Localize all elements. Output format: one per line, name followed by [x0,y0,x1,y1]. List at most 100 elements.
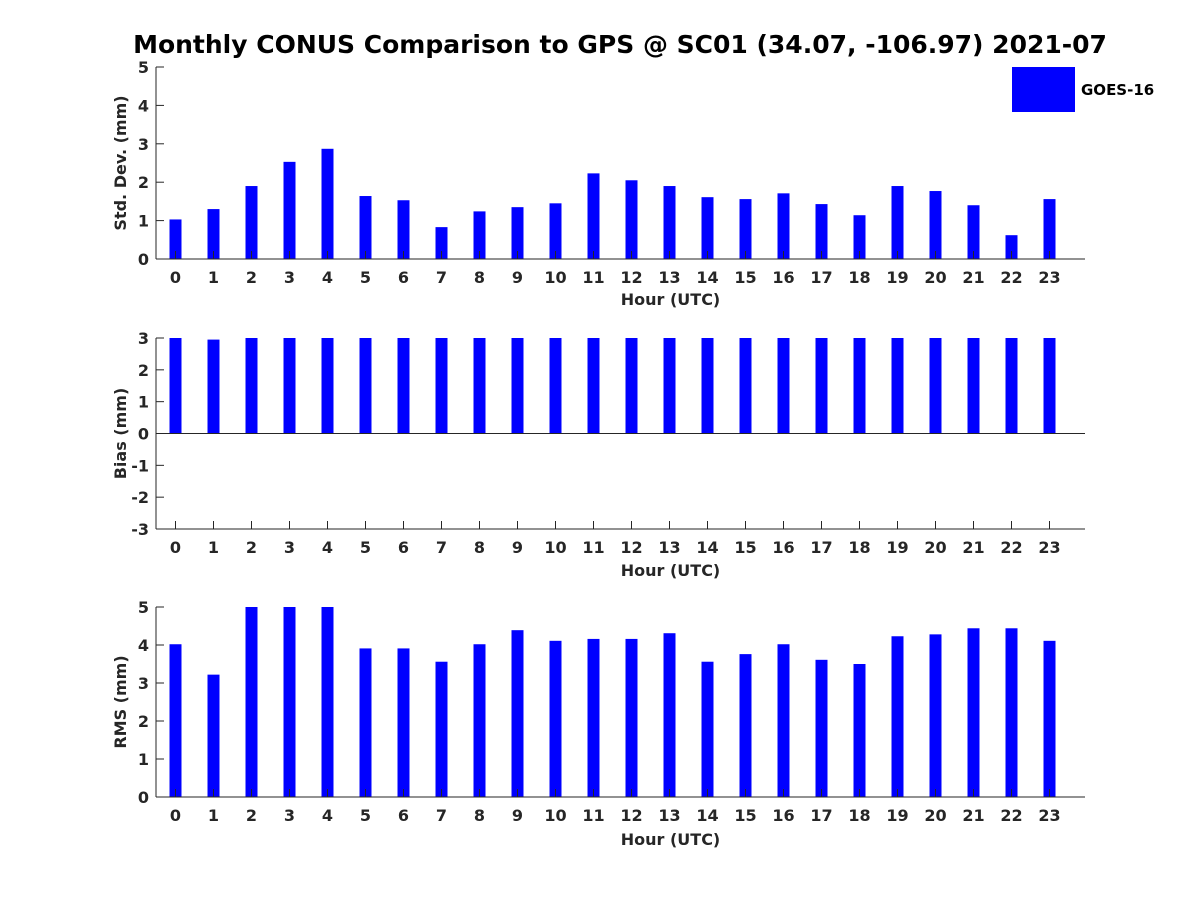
y-tick-label: 0 [138,425,149,444]
x-tick-label: 19 [886,806,908,825]
bar [967,338,980,434]
x-axis-label: Hour (UTC) [621,561,721,580]
x-tick-label: 3 [284,268,295,287]
bar [359,196,372,259]
bar [397,200,410,259]
x-tick-label: 1 [208,268,219,287]
x-tick-label: 15 [734,806,756,825]
bar [777,193,790,259]
x-tick-label: 14 [696,268,718,287]
x-tick-label: 18 [848,538,870,557]
x-tick-label: 6 [398,538,409,557]
x-tick-label: 2 [246,806,257,825]
y-axis-label: Std. Dev. (mm) [111,95,130,230]
page-title: Monthly CONUS Comparison to GPS @ SC01 (… [133,30,1107,59]
x-tick-label: 22 [1000,268,1022,287]
bar [1005,235,1018,259]
x-tick-label: 2 [246,538,257,557]
x-tick-label: 9 [512,806,523,825]
bar [815,659,828,797]
x-tick-label: 16 [772,806,794,825]
bar [1005,628,1018,797]
bar [207,339,220,434]
x-tick-label: 5 [360,268,371,287]
x-tick-label: 12 [620,538,642,557]
x-tick-label: 6 [398,268,409,287]
bar [1043,338,1056,434]
x-tick-label: 1 [208,806,219,825]
x-tick-label: 17 [810,806,832,825]
x-tick-label: 3 [284,538,295,557]
bar [625,180,638,259]
bar [435,227,448,259]
x-tick-label: 7 [436,806,447,825]
x-tick-label: 23 [1038,538,1060,557]
x-tick-label: 7 [436,538,447,557]
x-tick-label: 17 [810,538,832,557]
bar [891,186,904,259]
x-tick-label: 20 [924,806,946,825]
x-tick-label: 21 [962,268,984,287]
bar [853,215,866,259]
x-tick-label: 13 [658,268,680,287]
y-tick-label: 1 [138,212,149,231]
bar [511,338,524,434]
bar [701,197,714,259]
x-tick-label: 3 [284,806,295,825]
x-tick-label: 14 [696,538,718,557]
bar [435,338,448,434]
legend: GOES-16 [1012,67,1154,112]
x-tick-label: 0 [170,806,181,825]
bar [207,209,220,259]
x-tick-label: 4 [322,538,333,557]
bar [701,338,714,434]
bar [283,607,296,797]
y-tick-label: -3 [131,520,149,539]
bar [587,638,600,797]
bar [967,205,980,259]
y-tick-label: 2 [138,712,149,731]
bar [739,654,752,797]
x-tick-label: 18 [848,806,870,825]
bar [359,648,372,797]
bar [321,338,334,434]
y-tick-label: 3 [138,135,149,154]
y-tick-label: 1 [138,750,149,769]
y-tick-label: 5 [138,598,149,617]
bar [321,607,334,797]
x-tick-label: 13 [658,538,680,557]
bar [473,211,486,259]
x-tick-label: 1 [208,538,219,557]
x-tick-label: 22 [1000,806,1022,825]
bar [397,338,410,434]
x-axis-label: Hour (UTC) [621,830,721,849]
bar [815,204,828,259]
bar [169,338,182,434]
bar [625,338,638,434]
bar [625,638,638,797]
x-tick-label: 9 [512,538,523,557]
y-tick-label: -2 [131,488,149,507]
bar [549,338,562,434]
x-tick-label: 15 [734,268,756,287]
bar [853,338,866,434]
x-tick-label: 2 [246,268,257,287]
x-tick-label: 8 [474,268,485,287]
y-tick-label: 3 [138,674,149,693]
x-tick-label: 18 [848,268,870,287]
x-tick-label: 10 [544,538,566,557]
y-tick-label: 4 [138,636,149,655]
bar [777,338,790,434]
y-tick-label: 4 [138,96,149,115]
bar [245,338,258,434]
bar [397,648,410,797]
bar [245,607,258,797]
bar [739,338,752,434]
x-tick-label: 14 [696,806,718,825]
bar [777,644,790,797]
bar [663,338,676,434]
legend-label: GOES-16 [1081,81,1154,99]
